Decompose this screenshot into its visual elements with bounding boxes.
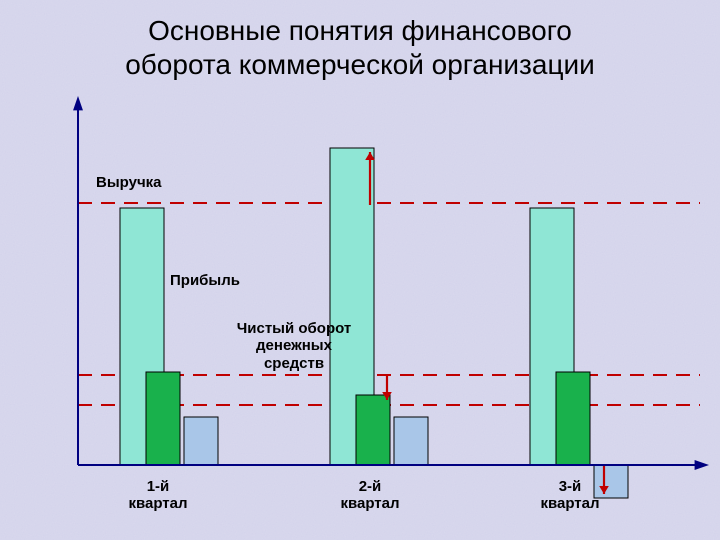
x-axis-label-q3: 3-й квартал [515,478,625,513]
series-label-profit: Прибыль [170,272,240,289]
series-label-revenue: Выручка [96,174,162,191]
series-label-cashflow: Чистый оборот денежных средств [204,320,384,372]
x-axis-label-q2: 2-й квартал [315,478,425,513]
slide: Основные понятия финансового оборота ком… [0,0,720,540]
x-axis-label-q1: 1-й квартал [103,478,213,513]
slide-title: Основные понятия финансового оборота ком… [0,14,720,81]
